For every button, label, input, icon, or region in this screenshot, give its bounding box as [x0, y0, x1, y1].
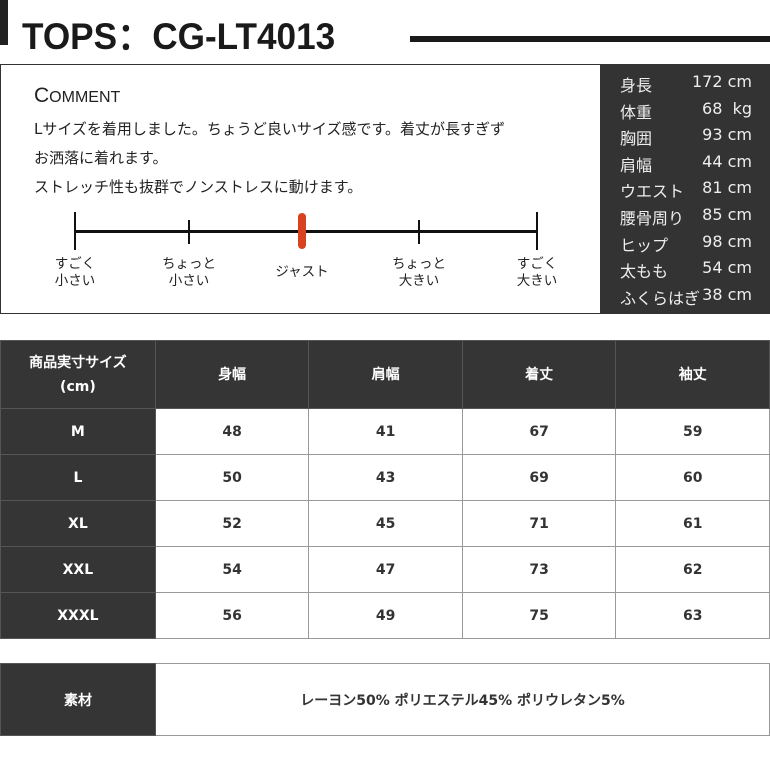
- column-header: 肩幅: [308, 340, 463, 409]
- fit-scale-label: すごく 小さい: [54, 256, 96, 289]
- measurement-label: ふくらはぎ: [620, 288, 701, 308]
- size-label: M: [0, 408, 156, 455]
- measurement-label: 体重: [620, 102, 653, 122]
- fit-scale-tick: [74, 212, 76, 250]
- title-divider: [410, 36, 770, 42]
- model-measurement: 体重 68 kg: [620, 99, 752, 123]
- table-cell: 75: [461, 592, 617, 639]
- table-cell: 67: [461, 408, 617, 455]
- column-header: 商品実寸サイズ (cm): [0, 340, 156, 409]
- column-header: 身幅: [154, 340, 310, 409]
- measurement-value: 85 cm: [702, 205, 752, 224]
- table-row: L 50 43 69 60: [0, 454, 770, 501]
- size-table: 商品実寸サイズ (cm) 身幅 肩幅 着丈 袖丈 M 48 41 67 59 L 50 43 69 60 XL…: [0, 340, 770, 639]
- size-label: XL: [0, 500, 156, 547]
- material-value: レーヨン50% ポリエステル45% ポリウレタン5%: [155, 663, 770, 736]
- measurement-value: 54 cm: [702, 258, 752, 278]
- measurement-value: 93 cm: [702, 125, 752, 145]
- fit-scale-label: ちょっと 小さい: [162, 256, 216, 289]
- table-cell: 73: [461, 546, 617, 593]
- table-cell: 60: [615, 454, 770, 501]
- fit-scale-tick: [536, 212, 538, 250]
- measurement-value: 172 cm: [691, 72, 752, 91]
- measurement-value: 38 cm: [702, 284, 752, 304]
- fit-scale-line: [75, 230, 537, 233]
- comment-box: [0, 64, 600, 314]
- comment-line: お洒落に着れます。: [34, 149, 168, 167]
- measurement-label: ウエスト: [620, 182, 685, 202]
- model-measurement: ヒップ 98 cm: [620, 232, 752, 256]
- measurement-value: 44 cm: [702, 151, 752, 171]
- material-label: 素材: [0, 663, 156, 736]
- measurement-label: ヒップ: [620, 235, 669, 255]
- page-title: TOPS：CG-LT4013: [22, 16, 336, 57]
- table-row: XXXL 56 49 75 63: [0, 592, 770, 639]
- table-cell: 47: [308, 546, 463, 593]
- comment-heading-rest: OMMENT: [49, 89, 121, 106]
- measurement-label: 身長: [620, 76, 653, 95]
- column-header: 袖丈: [615, 340, 770, 409]
- model-measurement: 身長 172 cm: [620, 72, 752, 96]
- comment-line: Lサイズを着用しました。ちょうど良いサイズ感です。着丈が長すぎず: [34, 120, 505, 138]
- measurement-label: 肩幅: [620, 155, 653, 175]
- table-cell: 62: [615, 546, 770, 593]
- table-cell: 50: [154, 454, 310, 501]
- size-label: L: [0, 454, 156, 501]
- fit-scale-tick: [418, 220, 420, 244]
- model-measurement: 肩幅 44 cm: [620, 152, 752, 176]
- measurement-label: 胸囲: [620, 129, 653, 149]
- fit-scale-label: ジャスト: [275, 264, 329, 280]
- size-label: XXXL: [0, 592, 156, 639]
- model-measurement: ウエスト 81 cm: [620, 178, 752, 202]
- fit-selected-marker: [298, 213, 306, 249]
- comment-heading: COMMENT: [34, 84, 120, 108]
- table-cell: 56: [154, 592, 310, 639]
- title-accent-bar: [0, 0, 8, 45]
- material-table: 素材 レーヨン50% ポリエステル45% ポリウレタン5%: [0, 663, 770, 736]
- table-cell: 61: [615, 500, 770, 547]
- table-cell: 49: [308, 592, 463, 639]
- measurement-value: 98 cm: [702, 231, 752, 251]
- comment-line: ストレッチ性も抜群でノンストレスに動けます。: [34, 178, 363, 196]
- fit-scale-tick: [188, 220, 190, 244]
- model-measurement: 太もも 54 cm: [620, 258, 752, 282]
- table-cell: 52: [154, 500, 310, 547]
- model-measurement: 腰骨周り 85 cm: [620, 205, 752, 229]
- column-header: 着丈: [461, 340, 617, 409]
- model-measurement: ふくらはぎ 38 cm: [620, 285, 752, 309]
- measurement-value: 81 cm: [702, 178, 752, 198]
- material-row: 素材 レーヨン50% ポリエステル45% ポリウレタン5%: [0, 663, 770, 736]
- table-row: XL 52 45 71 61: [0, 500, 770, 547]
- table-cell: 69: [461, 454, 617, 501]
- table-cell: 71: [461, 500, 617, 547]
- measurement-label: 太もも: [620, 262, 669, 282]
- table-row: M 48 41 67 59: [0, 408, 770, 455]
- comment-heading-initial: C: [34, 84, 50, 107]
- size-table-header: 商品実寸サイズ (cm) 身幅 肩幅 着丈 袖丈: [0, 340, 770, 409]
- model-info-panel: 身長 172 cm 体重 68 kg 胸囲 93 cm 肩幅 44 cm ウエスト 81 cm 腰骨…: [600, 64, 770, 314]
- measurement-value: 68 kg: [702, 98, 752, 118]
- fit-scale-label: ちょっと 大きい: [392, 256, 446, 289]
- table-cell: 45: [308, 500, 463, 547]
- table-cell: 48: [154, 408, 310, 455]
- model-measurement: 胸囲 93 cm: [620, 125, 752, 149]
- table-cell: 59: [615, 408, 770, 455]
- table-cell: 54: [154, 546, 310, 593]
- table-cell: 43: [308, 454, 463, 501]
- table-row: XXL 54 47 73 62: [0, 546, 770, 593]
- table-cell: 41: [308, 408, 463, 455]
- fit-scale-label: すごく 大きい: [516, 256, 558, 289]
- size-label: XXL: [0, 546, 156, 593]
- table-cell: 63: [615, 592, 770, 639]
- measurement-label: 腰骨周り: [620, 209, 685, 228]
